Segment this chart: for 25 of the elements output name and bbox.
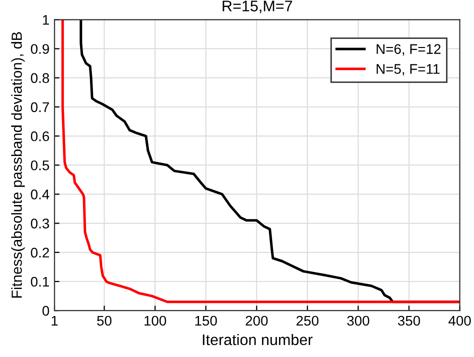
y-tick-label: 0.4: [30, 190, 50, 200]
x-axis-title: Iteration number: [202, 334, 313, 346]
chart-title: R=15,M=7: [222, 0, 292, 14]
y-tick-label: 0.7: [30, 102, 49, 112]
x-tick-label: 50: [97, 316, 112, 326]
y-tick-label: 0.2: [30, 248, 49, 258]
y-tick-label: 0.1: [30, 276, 49, 287]
legend-label: N=5, F=11: [376, 64, 440, 76]
y-tick-label: 0.6: [30, 131, 50, 142]
legend-label: N=6, F=12: [376, 44, 441, 56]
x-tick-label: 150: [195, 316, 217, 326]
y-tick-label: 1: [42, 15, 49, 25]
x-tick-label: 1: [52, 316, 58, 326]
x-tick-label: 250: [296, 316, 318, 326]
x-tick-label: 350: [398, 316, 420, 326]
y-axis-title: Fitness(absolute passband deviation), dB: [11, 32, 25, 298]
y-tick-label: 0.9: [30, 44, 49, 54]
x-tick-label: 200: [246, 316, 268, 326]
y-tick-label: 0.8: [30, 73, 50, 83]
x-tick-label: 300: [347, 316, 370, 326]
y-tick-label: 0.3: [30, 218, 50, 228]
x-tick-label: 100: [144, 316, 166, 326]
x-tick-label: 400: [448, 316, 471, 326]
y-tick-label: 0.5: [30, 160, 50, 170]
y-tick-label: 0: [42, 306, 50, 316]
